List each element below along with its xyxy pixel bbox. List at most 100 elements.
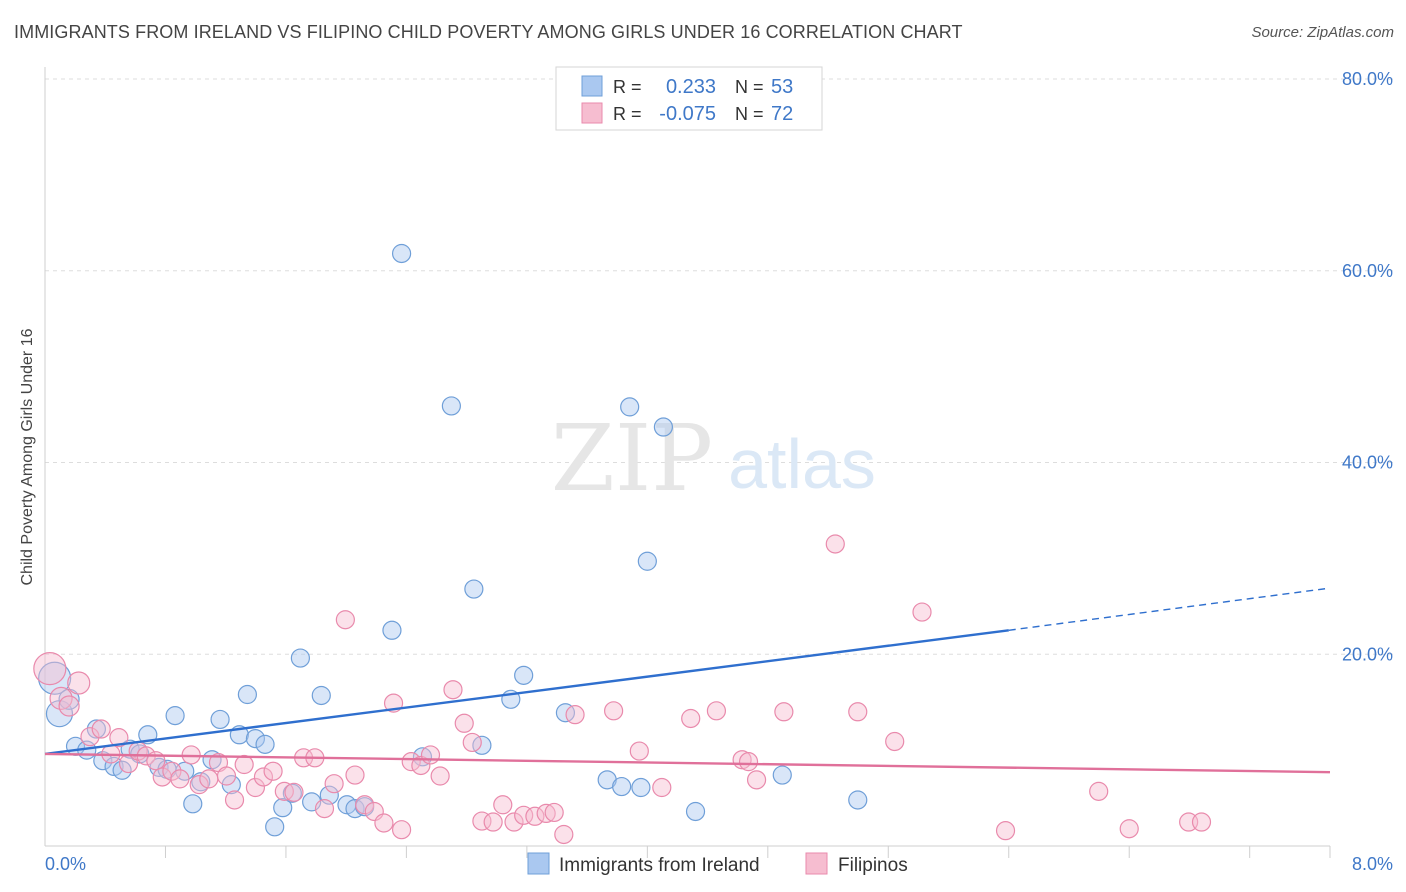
x-tick-label-min: 0.0% — [45, 854, 86, 874]
y-axis-label: Child Poverty Among Girls Under 16 — [19, 328, 36, 585]
filipino-data-point — [912, 602, 932, 622]
ireland-data-point — [620, 397, 640, 417]
filipino-data-point — [565, 705, 585, 725]
filipino-data-point — [995, 821, 1016, 841]
filipino-data-point — [58, 695, 80, 717]
legend-swatch-filipino — [581, 102, 603, 124]
ireland-data-point — [311, 685, 331, 706]
filipino-data-point — [454, 713, 474, 733]
filipino-data-point — [253, 767, 274, 787]
filipino-data-point — [536, 803, 556, 824]
correlation-legend: R = 0.233 N = 53 R = -0.075 N = 72 — [555, 66, 823, 131]
filipino-data-point — [49, 686, 73, 710]
bottom-legend-label-ireland: Immigrants from Ireland — [559, 855, 760, 876]
ireland-data-point — [93, 751, 113, 771]
ireland-data-point — [848, 790, 868, 810]
chart-title: IMMIGRANTS FROM IRELAND VS FILIPINO CHIL… — [14, 22, 963, 42]
filipino-data-point — [848, 702, 868, 722]
ireland-data-point — [273, 798, 293, 818]
filipino-data-point — [825, 534, 845, 554]
filipino-data-point — [245, 777, 266, 798]
filipino-data-point — [224, 790, 245, 810]
filipino-data-point — [374, 813, 394, 833]
filipino-data-point — [885, 731, 905, 752]
filipino-data-point — [411, 755, 431, 776]
legend-swatch-ireland — [581, 75, 603, 97]
filipino-data-point — [91, 719, 111, 739]
filipino-data-point — [420, 745, 441, 765]
y-tick-label: 20.0% — [1342, 644, 1393, 664]
trend-lines — [44, 587, 1331, 774]
legend-r-label-ireland: R = — [613, 77, 642, 97]
legend-n-value-filipino: 72 — [771, 103, 793, 125]
y-tick-label: 40.0% — [1342, 453, 1393, 473]
filipino-data-point — [443, 680, 463, 700]
filipino-data-point — [525, 806, 545, 826]
filipino-data-point — [483, 812, 503, 832]
bottom-legend-swatch-filipino — [805, 852, 828, 875]
watermark: ZIP atlas — [551, 405, 876, 512]
axes — [44, 67, 1330, 847]
legend-r-label-filipino: R = — [613, 104, 642, 124]
ireland-data-point — [210, 709, 230, 730]
ireland-trend-extension — [1008, 587, 1331, 631]
filipino-data-point — [493, 795, 513, 815]
legend-n-label-filipino: N = — [735, 104, 764, 124]
filipino-data-point — [391, 820, 412, 840]
bottom-legend-swatch-ireland — [527, 852, 550, 875]
filipino-data-point — [554, 824, 574, 845]
filipino-data-point — [681, 708, 701, 729]
ireland-data-point — [464, 579, 484, 599]
filipino-data-point — [1089, 781, 1109, 801]
filipino-data-point — [324, 774, 344, 794]
filipino-data-point — [189, 775, 209, 795]
filipino-data-point — [274, 781, 294, 801]
filipino-data-point — [652, 777, 672, 798]
ireland-data-point — [391, 243, 412, 264]
ireland-data-point — [86, 719, 107, 739]
watermark-zip: ZIP — [551, 405, 713, 512]
ireland-data-point — [165, 706, 185, 726]
legend-r-value-ireland: 0.233 — [666, 76, 716, 98]
legend-n-value-ireland: 53 — [771, 76, 793, 98]
filipino-data-point — [462, 732, 482, 753]
y-tick-label: 60.0% — [1342, 261, 1393, 281]
filipino-data-point — [170, 769, 190, 789]
filipino-data-point — [33, 652, 67, 686]
filipino-data-point — [604, 701, 624, 721]
ireland-data-point — [685, 801, 706, 822]
filipino-data-point — [109, 728, 129, 748]
ireland-data-point — [183, 794, 203, 814]
ireland-data-point — [290, 648, 310, 668]
ireland-data-point — [282, 783, 302, 803]
ireland-data-point — [612, 776, 632, 797]
filipino-data-point — [738, 752, 759, 772]
ireland-trend-line — [44, 629, 1009, 756]
filipino-data-point — [335, 610, 355, 630]
filipino-data-point — [544, 802, 564, 823]
filipino-data-point — [216, 766, 237, 786]
x-tick-label-max: 8.0% — [1352, 854, 1393, 874]
y-tick-label: 80.0% — [1342, 69, 1393, 89]
filipino-data-point — [401, 752, 421, 772]
ireland-data-point — [382, 620, 402, 640]
ireland-data-point — [637, 551, 657, 571]
watermark-atlas: atlas — [728, 425, 876, 503]
ireland-data-point — [255, 734, 275, 754]
filipino-data-point — [314, 799, 335, 819]
series-legend: Immigrants from Ireland Filipinos — [527, 852, 908, 876]
source-credit: Source: ZipAtlas.com — [1251, 24, 1394, 41]
gridlines: 20.0% 40.0% 60.0% 80.0% — [45, 69, 1393, 664]
filipino-data-point — [80, 727, 100, 747]
ireland-data-point — [265, 817, 285, 837]
filipino-data-point — [1119, 819, 1139, 839]
filipino-data-point — [345, 765, 365, 785]
bottom-legend-label-filipino: Filipinos — [838, 855, 908, 876]
filipino-data-point — [706, 701, 727, 721]
filipino-trend-line — [44, 752, 1331, 774]
filipino-data-point — [234, 754, 254, 775]
legend-n-label-ireland: N = — [735, 77, 764, 97]
ireland-data-point — [772, 765, 792, 785]
ireland-data-point — [631, 777, 651, 798]
